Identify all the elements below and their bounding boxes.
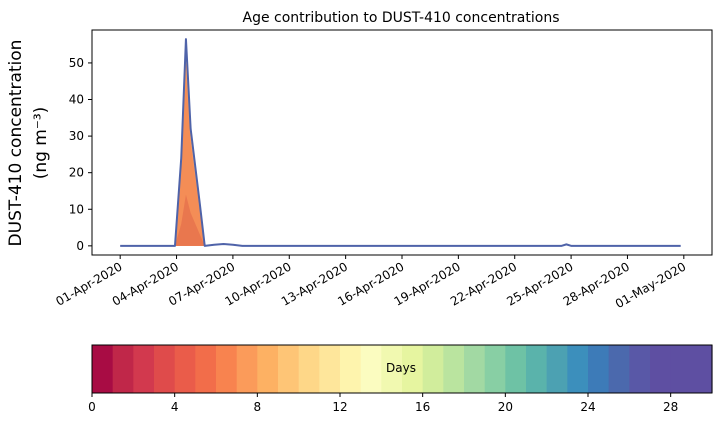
y-axis-label-line1: DUST-410 concentration	[6, 40, 26, 247]
colorbar-cell	[526, 345, 548, 393]
colorbar-cell	[133, 345, 155, 393]
colorbar-cell	[464, 345, 486, 393]
colorbar-cell	[195, 345, 217, 393]
colorbar-cell	[360, 345, 382, 393]
colorbar-cell	[691, 345, 713, 393]
y-tick-label: 50	[69, 56, 84, 70]
colorbar-tick-label: 28	[663, 400, 678, 414]
colorbar-cell	[650, 345, 672, 393]
colorbar-cell	[257, 345, 279, 393]
y-tick-label: 0	[76, 239, 84, 253]
colorbar-cell	[381, 345, 403, 393]
colorbar-tick-label: 0	[88, 400, 96, 414]
colorbar-cell	[319, 345, 341, 393]
colorbar-cell	[298, 345, 320, 393]
colorbar-cell	[340, 345, 362, 393]
colorbar-cell	[443, 345, 465, 393]
colorbar-tick-label: 16	[415, 400, 430, 414]
y-tick-label: 20	[69, 166, 84, 180]
y-axis-label-units: (ng m⁻³)	[31, 107, 51, 180]
colorbar-cell	[670, 345, 692, 393]
plot-area	[120, 38, 681, 247]
area-band-1-2days	[120, 73, 681, 246]
y-tick-label: 40	[69, 93, 84, 107]
colorbar	[91, 344, 713, 394]
colorbar-cell	[629, 345, 651, 393]
area-band-2-3days	[120, 55, 681, 246]
colorbar-axis: 0 4 8 12 16 20 24 28	[88, 393, 678, 414]
colorbar-cell	[608, 345, 630, 393]
colorbar-tick-label: 4	[171, 400, 179, 414]
colorbar-cell	[92, 345, 114, 393]
colorbar-cell	[505, 345, 527, 393]
colorbar-cell	[216, 345, 238, 393]
y-tick-label: 10	[69, 202, 84, 216]
y-tick-label: 30	[69, 129, 84, 143]
colorbar-cell	[546, 345, 568, 393]
colorbar-cell	[154, 345, 176, 393]
x-axis: 01-Apr-202004-Apr-202007-Apr-202010-Apr-…	[53, 255, 688, 311]
colorbar-cell	[174, 345, 196, 393]
colorbar-tick-label: 20	[498, 400, 513, 414]
y-axis-label: DUST-410 concentration	[6, 40, 26, 247]
colorbar-tick-label: 12	[332, 400, 347, 414]
colorbar-cell	[567, 345, 589, 393]
total-line	[120, 38, 681, 247]
colorbar-cell	[484, 345, 506, 393]
colorbar-cell	[112, 345, 134, 393]
colorbar-cell	[402, 345, 424, 393]
colorbar-frame	[91, 344, 713, 394]
colorbar-tick-label: 24	[580, 400, 595, 414]
colorbar-cell	[588, 345, 610, 393]
colorbar-cell	[278, 345, 300, 393]
colorbar-label: Days	[386, 361, 416, 375]
y-axis: 0 10 20 30 40 50	[69, 56, 92, 253]
colorbar-cell	[236, 345, 258, 393]
chart-title: Age contribution to DUST-410 concentrati…	[243, 10, 560, 26]
colorbar-cell	[422, 345, 444, 393]
colorbar-tick-label: 8	[254, 400, 262, 414]
